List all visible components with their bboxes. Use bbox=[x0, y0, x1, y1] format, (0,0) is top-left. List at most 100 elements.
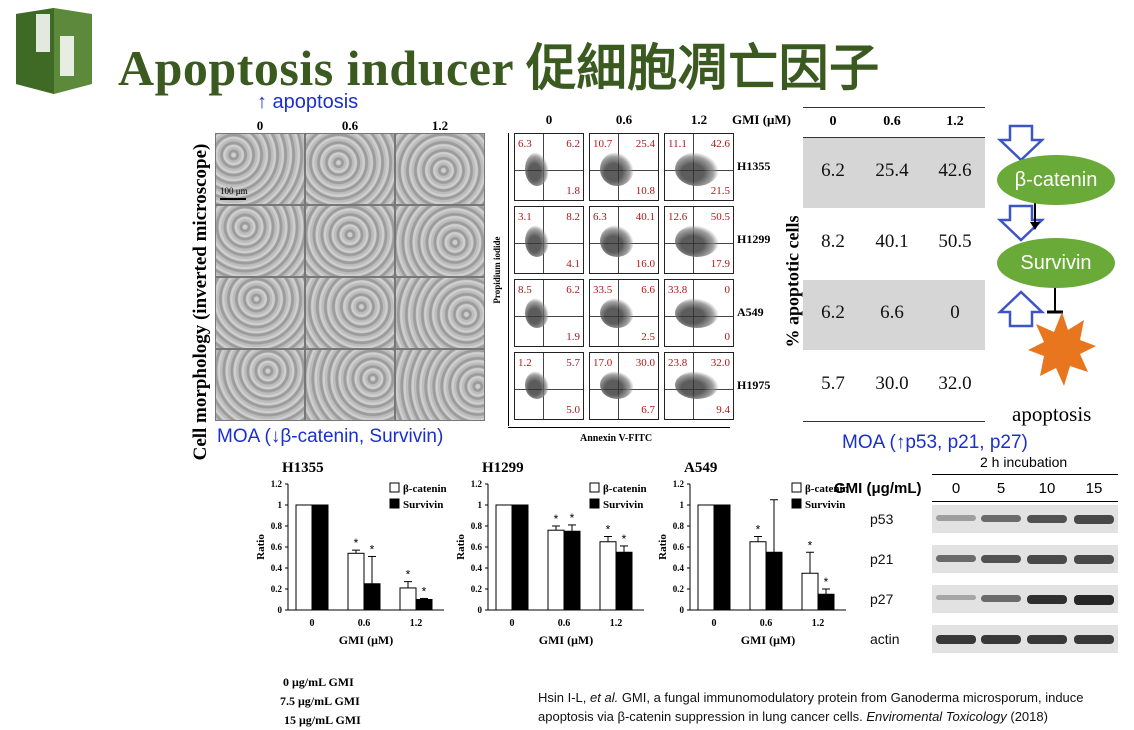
morphology-dose-label: 0 bbox=[256, 118, 264, 133]
up-arrow-icon bbox=[996, 124, 1046, 162]
blot-strip bbox=[932, 585, 1118, 613]
bar-survivin bbox=[415, 599, 433, 611]
chart-title: A549 bbox=[684, 460, 717, 476]
table-cell: 6.2 bbox=[821, 302, 845, 323]
x-axis-label: GMI (μM) bbox=[339, 633, 393, 647]
flow-plot: 8.5 6.2 1.9 bbox=[514, 279, 584, 347]
micrograph-image bbox=[305, 133, 395, 205]
blot-band bbox=[981, 635, 1021, 645]
y-tick-label: 0.2 bbox=[471, 584, 483, 594]
quadrant-ur-value: 40.1 bbox=[635, 211, 655, 223]
burst-icon bbox=[1028, 312, 1096, 386]
x-tick-label: 0 bbox=[310, 618, 315, 629]
y-tick-label: 1 bbox=[680, 500, 685, 510]
flow-scatter-cloud bbox=[600, 298, 634, 328]
quadrant-ur-value: 8.2 bbox=[566, 211, 580, 223]
citation-text: GMI, a fungal immunomodulatory protein f… bbox=[538, 690, 1084, 724]
bar-beta-catenin bbox=[399, 587, 417, 611]
x-tick-label: 1.2 bbox=[812, 618, 825, 629]
quadrant-ul-value: 23.8 bbox=[668, 357, 688, 369]
bar-survivin bbox=[311, 504, 329, 611]
quadrant-lr-value: 2.5 bbox=[641, 331, 655, 343]
citation-year: (2018) bbox=[1006, 709, 1048, 724]
micrograph-image bbox=[215, 205, 305, 277]
cell-line-label: H1299 bbox=[737, 232, 771, 246]
quadrant-ur-value: 25.4 bbox=[635, 138, 655, 150]
y-axis-label: Ratio bbox=[255, 534, 267, 560]
citation-authors: Hsin I-L, bbox=[538, 690, 591, 705]
y-tick-label: 1.2 bbox=[673, 479, 685, 489]
table-header-rule bbox=[803, 137, 985, 138]
quadrant-ul-value: 8.5 bbox=[518, 284, 532, 296]
pathway-diagram bbox=[996, 124, 1096, 386]
scale-bar-label: 100 μm bbox=[220, 186, 248, 196]
legend-swatch bbox=[791, 498, 802, 509]
blot-band bbox=[1027, 595, 1067, 605]
quadrant-ul-value: 3.1 bbox=[518, 211, 532, 223]
quadrant-divider-h bbox=[515, 316, 583, 317]
morphology-dose-label: 1.2 bbox=[431, 118, 449, 133]
significance-star: * bbox=[606, 523, 611, 537]
flow-dose-label: 0 bbox=[545, 112, 553, 127]
flow-plot: 11.1 42.6 21.5 bbox=[664, 133, 734, 201]
western-top-rule bbox=[932, 474, 1118, 475]
quadrant-ur-value: 42.6 bbox=[710, 138, 730, 150]
x-tick-label: 0.6 bbox=[760, 618, 773, 629]
quadrant-ur-value: 0 bbox=[724, 284, 731, 296]
x-tick-label: 0.6 bbox=[358, 618, 371, 629]
significance-star: * bbox=[370, 542, 375, 556]
apoptosis-outcome-label: apoptosis bbox=[1012, 402, 1092, 426]
y-tick-label: 0.4 bbox=[271, 563, 283, 573]
x-tick-label: 0.6 bbox=[558, 618, 571, 629]
morphology-moa: MOA (↓β-catenin, Survivin) bbox=[217, 426, 444, 447]
blot-band bbox=[1027, 555, 1067, 564]
table-bottom-rule bbox=[803, 421, 985, 422]
legend-swatch bbox=[589, 498, 600, 509]
quadrant-ur-value: 6.2 bbox=[566, 138, 580, 150]
beta-catenin-node: β-catenin bbox=[997, 155, 1115, 205]
flow-plot: 33.5 6.6 2.5 bbox=[589, 279, 659, 347]
table-cell: 50.5 bbox=[938, 231, 972, 252]
morphology-ylabel: Cell morphology (inverted microscope) bbox=[190, 143, 211, 461]
quadrant-divider-h bbox=[515, 170, 583, 171]
bar-survivin bbox=[615, 551, 633, 611]
flow-plot: 17.0 30.0 6.7 bbox=[589, 352, 659, 420]
y-tick-label: 0 bbox=[278, 605, 283, 615]
significance-star: * bbox=[756, 523, 761, 537]
bar-beta-catenin bbox=[347, 552, 365, 611]
micrograph-image bbox=[395, 205, 485, 277]
table-cell: 6.2 bbox=[821, 160, 845, 181]
micrograph-image bbox=[215, 349, 305, 421]
micrograph-image bbox=[305, 205, 395, 277]
table-header-cell: 0.6 bbox=[883, 114, 901, 129]
flow-xlabel: Annexin V-FITC bbox=[580, 433, 653, 444]
x-tick-label: 0 bbox=[712, 618, 717, 629]
blot-band bbox=[981, 555, 1021, 564]
gmi-legend-1: 7.5 μg/mL GMI bbox=[280, 694, 360, 708]
blot-band bbox=[1027, 635, 1067, 645]
significance-star: * bbox=[622, 532, 627, 546]
y-tick-label: 0.6 bbox=[271, 542, 283, 552]
micrograph-image bbox=[215, 133, 305, 205]
blot-band bbox=[981, 595, 1021, 603]
quadrant-ul-value: 12.6 bbox=[668, 211, 688, 223]
legend-label: β-catenin bbox=[603, 483, 647, 495]
flow-plot: 33.8 0 0 bbox=[664, 279, 734, 347]
citation-journal: Enviromental Toxicology bbox=[866, 709, 1007, 724]
quadrant-ur-value: 30.0 bbox=[635, 357, 655, 369]
x-tick-label: 0 bbox=[510, 618, 515, 629]
bar-beta-catenin bbox=[495, 504, 513, 611]
y-tick-label: 0.4 bbox=[673, 563, 685, 573]
quadrant-lr-value: 0 bbox=[724, 331, 731, 343]
apoptosis-arrow-label: ↑ apoptosis bbox=[257, 91, 359, 113]
western-conc-value: 5 bbox=[996, 480, 1006, 497]
significance-star: * bbox=[406, 568, 411, 582]
flow-scatter-cloud bbox=[525, 225, 549, 257]
bar-charts: H1355 0 0.2 0.4 0.6 0.8 1 1.2 Ratio 0 * * 0.6 * * 1.2 GM… bbox=[255, 460, 849, 647]
flow-y-axis bbox=[508, 133, 509, 426]
micrograph-image bbox=[395, 133, 485, 205]
micrograph-image bbox=[395, 349, 485, 421]
flow-scatter-cloud bbox=[600, 152, 634, 186]
quadrant-ul-value: 33.8 bbox=[668, 284, 688, 296]
y-tick-label: 0.6 bbox=[471, 542, 483, 552]
